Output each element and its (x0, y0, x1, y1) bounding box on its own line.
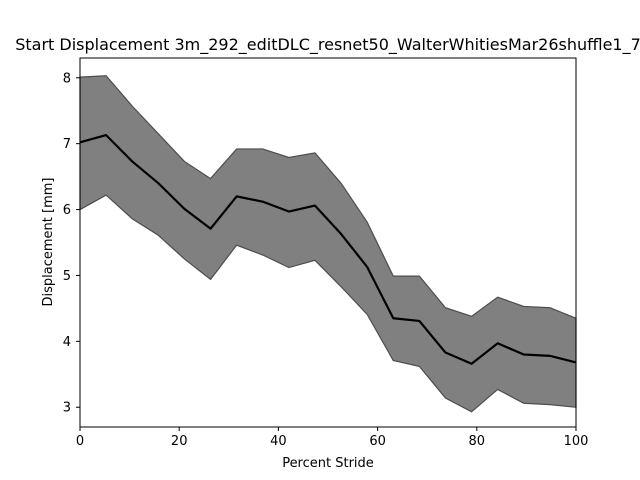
y-tick-label: 5 (63, 269, 71, 284)
x-tick-label: 100 (564, 434, 589, 449)
x-tick-label: 0 (76, 434, 84, 449)
x-axis-label: Percent Stride (282, 456, 374, 471)
chart-title: Start Displacement 3m_292_editDLC_resnet… (15, 35, 640, 55)
y-axis-label: Displacement [mm] (41, 178, 56, 307)
y-tick-label: 4 (63, 335, 71, 350)
x-tick-label: 40 (270, 434, 287, 449)
mean-line (79, 133, 577, 365)
x-tick-label: 80 (469, 434, 486, 449)
mean-line-layer (79, 133, 577, 365)
plot-frame (79, 57, 577, 428)
y-tick-label: 7 (63, 137, 71, 152)
y-tick-label: 3 (63, 401, 71, 416)
x-axis: 0 20 40 60 80 100 (76, 427, 589, 449)
y-tick-label: 8 (63, 71, 71, 86)
y-tick-label: 6 (63, 203, 71, 218)
x-tick-label: 20 (171, 434, 188, 449)
x-tick-label: 60 (369, 434, 386, 449)
y-axis: 3 4 5 6 7 8 (63, 71, 80, 416)
